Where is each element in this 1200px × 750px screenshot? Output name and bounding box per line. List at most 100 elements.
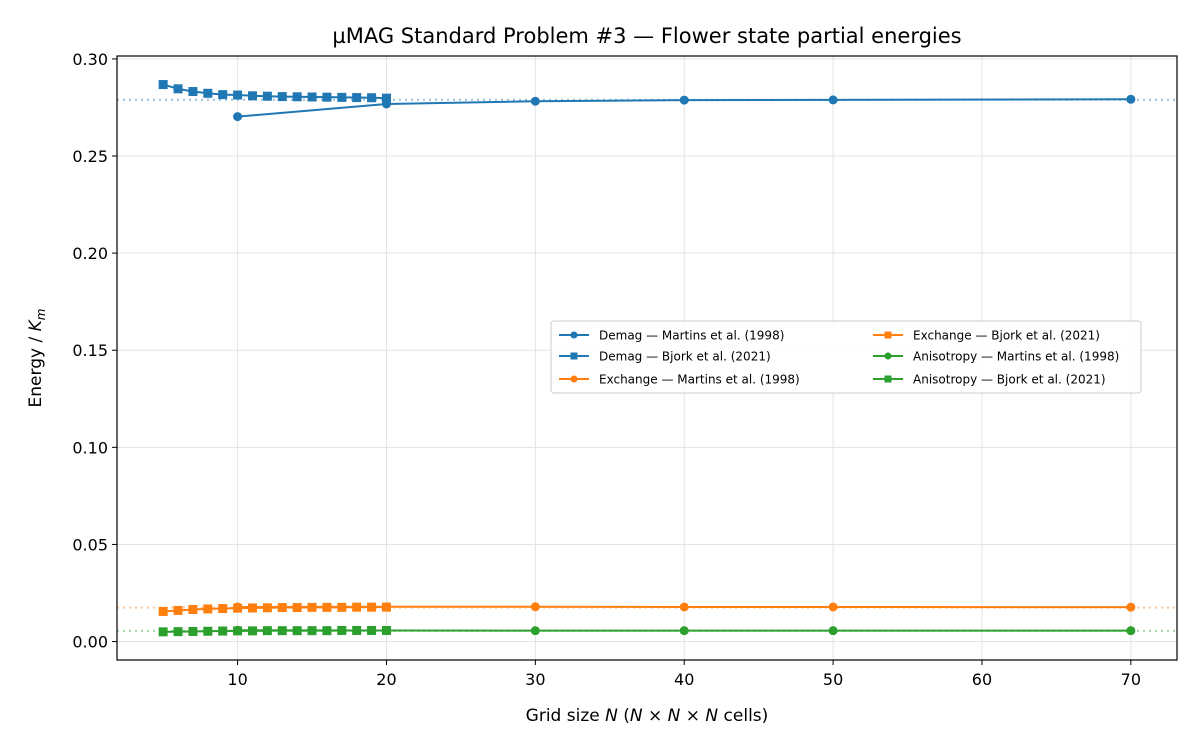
y-axis-title: Energy / Km [26, 309, 48, 408]
data-point [679, 602, 689, 612]
data-point [367, 93, 377, 103]
data-point [158, 627, 168, 637]
data-point [203, 604, 213, 614]
data-point [352, 93, 362, 103]
series-0 [233, 94, 1136, 122]
series-line [163, 606, 387, 613]
data-point [337, 92, 347, 102]
data-point [367, 625, 377, 635]
data-point [292, 603, 302, 613]
data-point [233, 603, 243, 613]
series-1 [158, 80, 391, 103]
x-tick-label: 10 [227, 670, 247, 689]
data-point [530, 96, 540, 106]
data-point [530, 626, 540, 636]
data-point [381, 93, 391, 103]
data-point [218, 604, 228, 614]
data-point [337, 602, 347, 612]
data-point [262, 603, 272, 613]
y-tick-label: 0.25 [72, 147, 108, 166]
data-point [679, 95, 689, 105]
data-point [262, 626, 272, 636]
y-tick-label: 0.15 [72, 341, 108, 360]
series-line [162, 83, 387, 100]
data-point [381, 602, 391, 612]
series-group [158, 80, 1136, 637]
data-point [247, 603, 257, 613]
legend-label: Demag — Bjork et al. (2021) [599, 350, 771, 364]
data-point [307, 602, 317, 612]
data-point [828, 95, 838, 105]
data-point [277, 626, 287, 636]
legend-item: Anisotropy — Bjork et al. (2021) [873, 373, 1106, 387]
legend-swatch-marker [884, 331, 892, 339]
legend: Demag — Martins et al. (1998) Demag — Bjo… [550, 320, 1142, 394]
y-tick-label: 0.30 [72, 50, 108, 69]
x-tick-label: 30 [525, 670, 545, 689]
legend-item: Anisotropy — Martins et al. (1998) [873, 350, 1119, 364]
series-5 [158, 625, 391, 637]
legend-item: Exchange — Bjork et al. (2021) [873, 329, 1100, 343]
legend-label: Demag — Martins et al. (1998) [599, 329, 784, 343]
legend-box [550, 320, 1142, 394]
data-point [233, 90, 243, 100]
data-point [173, 605, 183, 615]
legend-swatch-marker [570, 352, 578, 360]
data-point [828, 626, 838, 636]
data-point [277, 603, 287, 613]
data-point [277, 92, 287, 102]
data-point [203, 626, 213, 636]
data-point [203, 88, 213, 98]
legend-swatch-marker [570, 375, 578, 383]
data-point [173, 84, 183, 94]
chart-title: µMAG Standard Problem #3 — Flower state … [332, 24, 961, 48]
data-point [352, 602, 362, 612]
x-axis-title: Grid size N (N × N × N cells) [526, 706, 769, 726]
x-tick-label: 40 [674, 670, 694, 689]
data-point [188, 87, 198, 97]
y-tick-label: 0.00 [72, 633, 108, 652]
data-point [381, 625, 391, 635]
legend-label: Exchange — Bjork et al. (2021) [913, 329, 1100, 343]
legend-swatch-marker [884, 352, 892, 360]
legend-item: Exchange — Martins et al. (1998) [559, 373, 800, 387]
data-point [233, 626, 243, 636]
data-point [292, 92, 302, 102]
x-tick-label: 70 [1121, 670, 1141, 689]
x-tick-label: 50 [823, 670, 843, 689]
data-point [322, 92, 332, 102]
data-point [307, 92, 317, 102]
x-tick-label: 60 [972, 670, 992, 689]
data-point [188, 605, 198, 615]
data-point [173, 627, 183, 637]
series-line [237, 98, 1131, 118]
data-point [352, 625, 362, 635]
data-point [262, 91, 272, 101]
data-point [158, 80, 168, 90]
data-point [1126, 602, 1136, 612]
data-point [247, 626, 257, 636]
legend-item: Demag — Bjork et al. (2021) [559, 350, 771, 364]
data-point [1126, 626, 1136, 636]
data-point [218, 90, 228, 100]
data-point [367, 602, 377, 612]
data-point [337, 625, 347, 635]
legend-swatch-marker [570, 331, 578, 339]
data-point [233, 112, 243, 122]
data-point [1126, 94, 1136, 104]
y-tick-label: 0.10 [72, 438, 108, 457]
data-point [679, 626, 689, 636]
data-point [247, 91, 257, 101]
series-3 [158, 602, 391, 616]
data-point [322, 626, 332, 636]
y-tick-label: 0.20 [72, 244, 108, 263]
data-point [307, 626, 317, 636]
data-point [530, 602, 540, 612]
legend-swatch-marker [884, 375, 892, 383]
plot-frame [116, 55, 1178, 661]
data-point [188, 626, 198, 636]
legend-label: Exchange — Martins et al. (1998) [599, 373, 800, 387]
x-tick-label: 20 [376, 670, 396, 689]
